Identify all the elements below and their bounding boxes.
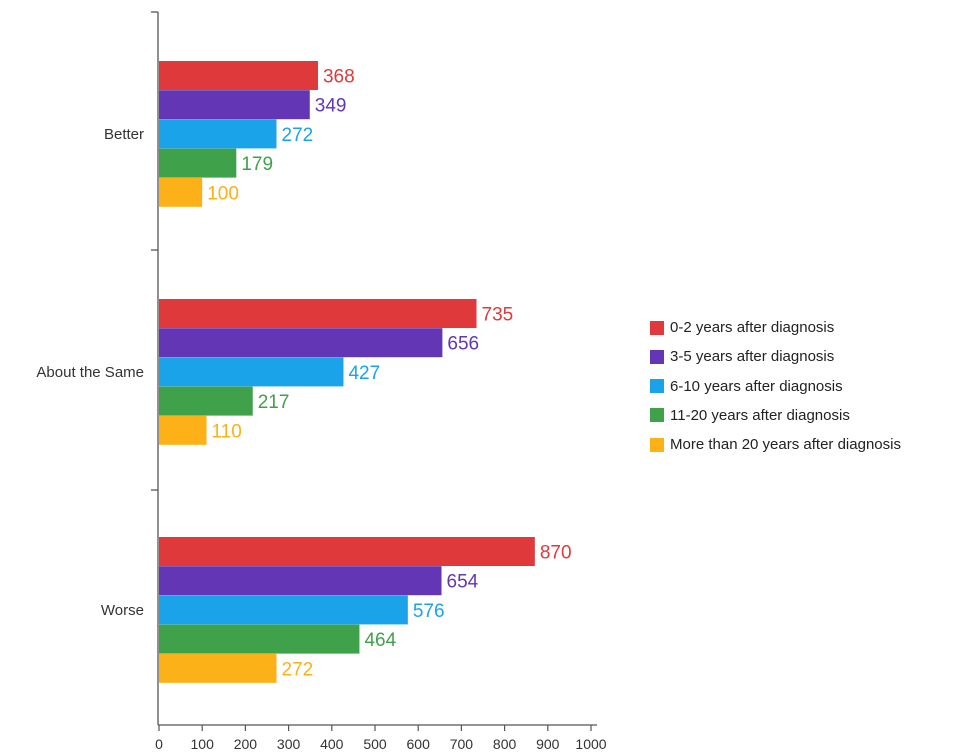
category-label: About the Same xyxy=(36,364,144,381)
labels: Better About the Same Worse 368 735 870 349 656… xyxy=(36,67,571,681)
x-tick-label: 1000 xyxy=(575,736,606,752)
bar xyxy=(159,415,207,445)
data-label: 349 xyxy=(315,96,347,117)
bar xyxy=(159,537,535,566)
legend-item: More than 20 years after diagnosis xyxy=(650,430,901,459)
legend-swatch xyxy=(650,408,664,423)
bar xyxy=(159,177,203,207)
legend-label: 6-10 years after diagnosis xyxy=(670,377,843,395)
bar xyxy=(159,566,442,596)
legend-item: 11-20 years after diagnosis xyxy=(650,401,901,430)
x-tick-label: 800 xyxy=(493,736,517,752)
data-label: 656 xyxy=(447,334,479,355)
bar xyxy=(159,61,318,90)
axes: 0 100 200 300 400 500 600 700 800 900 1000 xyxy=(151,11,607,752)
data-label: 576 xyxy=(413,601,445,622)
x-tick-label: 0 xyxy=(155,736,163,752)
data-label: 217 xyxy=(258,392,290,413)
data-label: 654 xyxy=(447,572,479,593)
data-label: 179 xyxy=(241,154,273,175)
bar xyxy=(159,595,408,625)
x-tick-label: 400 xyxy=(320,736,344,752)
legend-item: 6-10 years after diagnosis xyxy=(650,372,901,401)
category-label: Worse xyxy=(101,602,144,619)
legend-item: 3-5 years after diagnosis xyxy=(650,342,901,371)
bar xyxy=(159,90,310,120)
x-tick-label: 100 xyxy=(191,736,215,752)
legend-label: 3-5 years after diagnosis xyxy=(670,348,835,366)
x-tick-label: 300 xyxy=(277,736,301,752)
x-tick-label: 900 xyxy=(536,736,560,752)
bar xyxy=(159,386,253,416)
data-label: 427 xyxy=(348,363,380,384)
x-tick-label: 600 xyxy=(407,736,431,752)
legend-swatch xyxy=(650,437,664,452)
bar xyxy=(159,299,477,328)
bar xyxy=(159,624,360,654)
data-label: 368 xyxy=(323,67,355,88)
legend-swatch xyxy=(650,320,664,335)
bar xyxy=(159,653,277,683)
legend-label: More than 20 years after diagnosis xyxy=(670,436,901,454)
data-label: 272 xyxy=(282,125,314,146)
legend-item: 0-2 years after diagnosis xyxy=(650,313,901,342)
legend-swatch xyxy=(650,349,664,364)
data-label: 870 xyxy=(540,543,572,564)
legend-label: 11-20 years after diagnosis xyxy=(670,406,850,424)
data-label: 100 xyxy=(207,183,239,204)
x-tick-label: 500 xyxy=(363,736,387,752)
legend: 0-2 years after diagnosis 3-5 years after… xyxy=(650,313,901,459)
bar xyxy=(159,119,277,149)
bar xyxy=(159,328,443,358)
category-label: Better xyxy=(104,126,144,143)
data-label: 735 xyxy=(482,305,514,326)
x-tick-label: 200 xyxy=(234,736,258,752)
data-label: 272 xyxy=(282,659,314,680)
data-label: 464 xyxy=(364,630,396,651)
bar xyxy=(159,357,344,387)
bar xyxy=(159,148,237,178)
legend-label: 0-2 years after diagnosis xyxy=(670,319,835,337)
legend-swatch xyxy=(650,379,664,394)
bars xyxy=(159,61,535,683)
x-tick-label: 700 xyxy=(450,736,474,752)
data-label: 110 xyxy=(212,421,242,442)
